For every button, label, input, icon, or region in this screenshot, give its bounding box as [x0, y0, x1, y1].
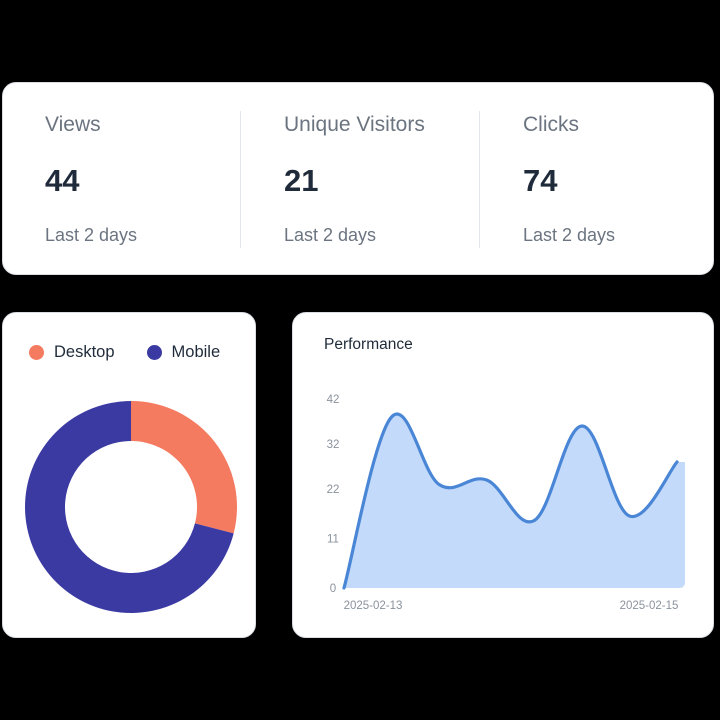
y-tick-label: 0 — [330, 583, 336, 595]
chart-title: Performance — [324, 336, 413, 353]
stat-label: Clicks — [523, 113, 579, 136]
legend-dot-mobile — [146, 345, 162, 360]
data-point[interactable] — [340, 584, 348, 592]
y-tick-label: 11 — [327, 534, 339, 546]
series-line — [342, 412, 679, 590]
data-point[interactable] — [530, 517, 538, 525]
data-point[interactable] — [483, 476, 491, 484]
donut-slice-mobile[interactable] — [25, 401, 234, 613]
data-point[interactable] — [625, 512, 633, 520]
data-point[interactable] — [578, 422, 586, 430]
stat-value: 21 — [284, 163, 319, 198]
device-donut-chart — [25, 401, 237, 613]
y-tick-label: 22 — [327, 484, 340, 496]
device-legend: Desktop Mobile — [29, 343, 252, 362]
device-breakdown-card: Desktop Mobile — [2, 312, 256, 638]
stat-period: Last 2 days — [523, 225, 616, 245]
stat-value: 44 — [45, 163, 80, 198]
stat-label: Unique Visitors — [284, 113, 425, 136]
stats-card: Views 44 Last 2 days Unique Visitors 21 … — [2, 82, 714, 275]
legend-label: Mobile — [171, 343, 221, 361]
stat-value: 74 — [523, 163, 558, 198]
data-point[interactable] — [388, 413, 396, 421]
stat-divider — [240, 111, 241, 248]
legend-item-mobile[interactable]: Mobile — [146, 343, 221, 362]
legend-dot-desktop — [29, 345, 44, 360]
legend-label: Desktop — [54, 343, 115, 361]
performance-card: Performance 0 11 22 32 42 2025-02-13 2025-02-1… — [292, 312, 714, 638]
data-point[interactable] — [435, 481, 443, 489]
y-tick-label: 32 — [327, 439, 340, 451]
stat-period: Last 2 days — [284, 225, 377, 245]
x-tick-label: 2025-02-15 — [620, 600, 679, 612]
legend-item-desktop[interactable]: Desktop — [29, 343, 115, 362]
stat-label: Views — [45, 113, 101, 136]
stat-divider — [479, 111, 480, 248]
donut-slice-desktop[interactable] — [131, 401, 237, 534]
data-point[interactable] — [673, 458, 681, 466]
stat-period: Last 2 days — [45, 225, 138, 245]
x-tick-label: 2025-02-13 — [344, 600, 403, 612]
area-fill — [344, 414, 685, 588]
y-tick-label: 42 — [327, 394, 340, 406]
performance-area-chart: 0 11 22 32 42 2025-02-13 2025-02-15 — [327, 394, 685, 612]
